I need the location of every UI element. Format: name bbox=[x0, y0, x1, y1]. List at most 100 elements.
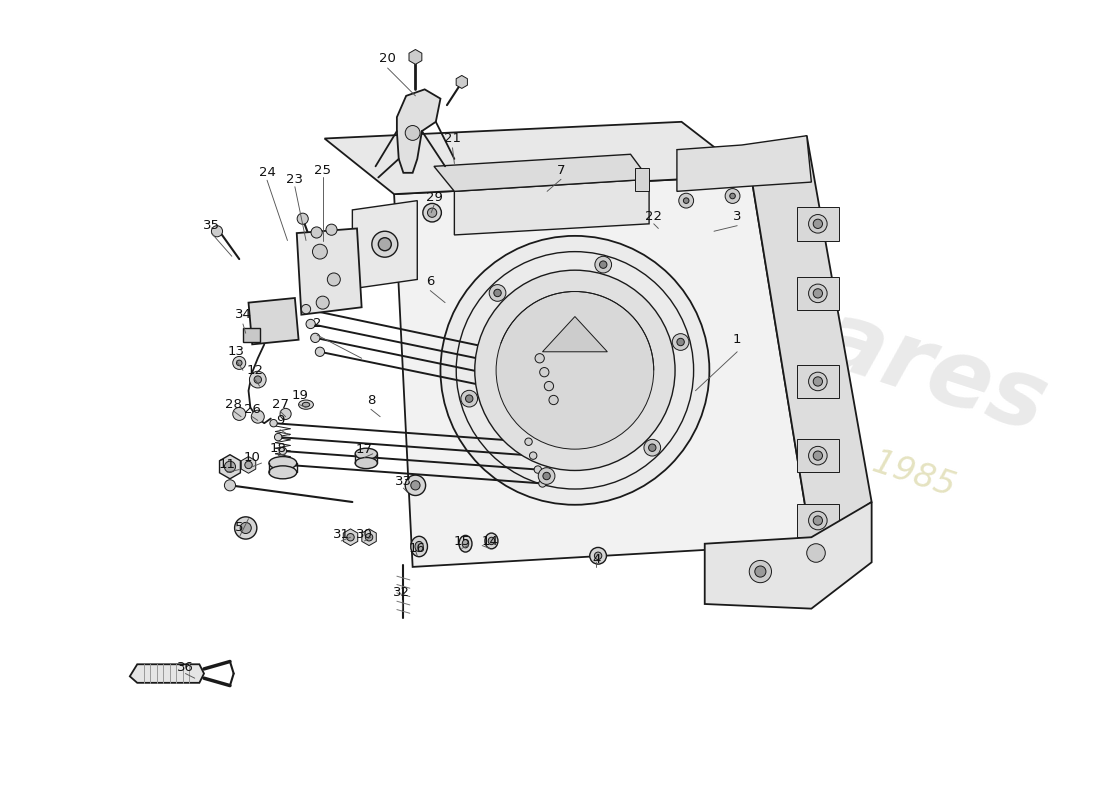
Circle shape bbox=[813, 377, 823, 386]
Bar bbox=[635, 168, 649, 191]
Text: 8: 8 bbox=[366, 394, 375, 406]
Circle shape bbox=[270, 419, 277, 427]
Circle shape bbox=[808, 446, 827, 465]
Bar bbox=[243, 328, 260, 342]
Text: 24: 24 bbox=[258, 166, 275, 179]
Text: 5: 5 bbox=[235, 522, 243, 534]
Circle shape bbox=[672, 334, 689, 350]
Circle shape bbox=[233, 407, 245, 421]
Polygon shape bbox=[130, 664, 204, 683]
Circle shape bbox=[649, 444, 656, 451]
Text: 22: 22 bbox=[646, 210, 662, 223]
Circle shape bbox=[240, 522, 251, 534]
Circle shape bbox=[644, 439, 661, 456]
Ellipse shape bbox=[355, 458, 377, 469]
Text: 10: 10 bbox=[244, 451, 261, 464]
Circle shape bbox=[316, 296, 329, 309]
Polygon shape bbox=[409, 50, 421, 64]
Circle shape bbox=[494, 290, 502, 297]
Circle shape bbox=[808, 214, 827, 233]
Circle shape bbox=[254, 376, 262, 383]
Text: 21: 21 bbox=[444, 132, 461, 145]
Polygon shape bbox=[249, 298, 298, 344]
Circle shape bbox=[543, 472, 550, 480]
Circle shape bbox=[461, 390, 477, 407]
Circle shape bbox=[539, 480, 547, 487]
Text: 7: 7 bbox=[557, 163, 565, 177]
Circle shape bbox=[405, 475, 426, 495]
Circle shape bbox=[594, 552, 602, 559]
Circle shape bbox=[806, 544, 825, 562]
Circle shape bbox=[496, 291, 653, 449]
Circle shape bbox=[365, 534, 373, 541]
Text: 15: 15 bbox=[453, 535, 471, 548]
Ellipse shape bbox=[410, 536, 428, 557]
Polygon shape bbox=[324, 122, 751, 194]
Circle shape bbox=[251, 410, 264, 423]
Text: 18: 18 bbox=[270, 442, 287, 454]
Circle shape bbox=[725, 189, 740, 203]
Circle shape bbox=[234, 517, 257, 539]
Circle shape bbox=[529, 452, 537, 459]
Text: 33: 33 bbox=[395, 475, 411, 488]
Circle shape bbox=[808, 372, 827, 390]
Text: 3: 3 bbox=[733, 210, 741, 223]
Circle shape bbox=[297, 213, 308, 224]
Text: 28: 28 bbox=[226, 398, 242, 411]
Circle shape bbox=[428, 208, 437, 218]
Circle shape bbox=[490, 285, 506, 302]
Circle shape bbox=[465, 395, 473, 402]
Text: a passion for...  since 1985: a passion for... since 1985 bbox=[525, 334, 959, 503]
Circle shape bbox=[245, 462, 252, 469]
Circle shape bbox=[813, 451, 823, 460]
Polygon shape bbox=[454, 179, 649, 235]
Text: 1: 1 bbox=[733, 334, 741, 346]
Circle shape bbox=[535, 354, 544, 363]
Bar bbox=[798, 207, 839, 241]
Circle shape bbox=[310, 334, 320, 342]
Circle shape bbox=[595, 256, 612, 273]
Circle shape bbox=[372, 231, 398, 257]
Text: 19: 19 bbox=[292, 389, 308, 402]
Circle shape bbox=[301, 305, 310, 314]
Text: 14: 14 bbox=[481, 535, 498, 548]
Text: 11: 11 bbox=[219, 458, 235, 471]
Ellipse shape bbox=[302, 402, 310, 407]
Text: 36: 36 bbox=[177, 661, 194, 674]
Circle shape bbox=[683, 198, 689, 203]
Circle shape bbox=[676, 338, 684, 346]
Circle shape bbox=[813, 289, 823, 298]
Ellipse shape bbox=[485, 533, 498, 549]
Polygon shape bbox=[751, 136, 871, 544]
Text: 9: 9 bbox=[276, 414, 284, 427]
Circle shape bbox=[549, 395, 558, 405]
Text: 16: 16 bbox=[409, 542, 426, 555]
Text: 26: 26 bbox=[244, 402, 261, 416]
Circle shape bbox=[250, 371, 266, 388]
Text: eurospares: eurospares bbox=[462, 181, 1058, 453]
Circle shape bbox=[279, 447, 286, 454]
Text: 25: 25 bbox=[315, 163, 331, 177]
Circle shape bbox=[679, 194, 694, 208]
Text: 35: 35 bbox=[202, 219, 220, 232]
Bar bbox=[798, 277, 839, 310]
Polygon shape bbox=[297, 229, 362, 314]
Polygon shape bbox=[343, 529, 358, 546]
Circle shape bbox=[275, 434, 282, 441]
Polygon shape bbox=[220, 454, 241, 479]
Circle shape bbox=[538, 468, 554, 484]
Circle shape bbox=[808, 284, 827, 302]
Circle shape bbox=[540, 367, 549, 377]
Circle shape bbox=[306, 319, 316, 329]
Text: 2: 2 bbox=[312, 318, 321, 330]
Text: 4: 4 bbox=[592, 553, 601, 566]
Circle shape bbox=[284, 462, 292, 469]
Ellipse shape bbox=[459, 535, 472, 552]
Text: 6: 6 bbox=[426, 275, 434, 288]
Circle shape bbox=[236, 360, 242, 366]
Circle shape bbox=[211, 226, 222, 237]
Ellipse shape bbox=[268, 466, 297, 479]
Polygon shape bbox=[397, 90, 440, 173]
Circle shape bbox=[422, 203, 441, 222]
Circle shape bbox=[224, 462, 235, 472]
